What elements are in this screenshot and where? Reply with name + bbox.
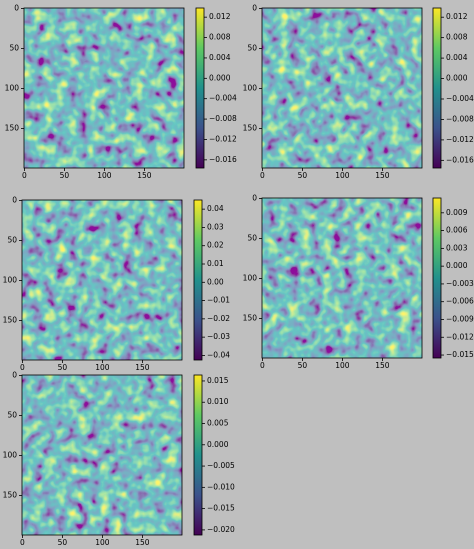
y-tick-label: 100 — [243, 83, 258, 92]
colorbar-tick-label: 0.000 — [446, 261, 468, 270]
colorbar-tick-label: −0.012 — [446, 332, 474, 341]
image — [22, 200, 182, 360]
colorbar — [195, 7, 205, 169]
colorbar-tick-label: −0.006 — [446, 297, 474, 306]
colorbar-tick-label: −0.012 — [209, 134, 237, 143]
colorbar-tick-label: −0.004 — [446, 94, 474, 103]
y-tick-label: 0 — [252, 3, 257, 12]
y-tick-label: 50 — [247, 43, 257, 52]
colorbar — [432, 197, 442, 359]
image — [22, 375, 182, 535]
y-tick-label: 0 — [12, 195, 17, 204]
x-tick-label: 150 — [135, 538, 150, 547]
y-tick-label: 100 — [3, 275, 18, 284]
colorbar-tick-label: −0.015 — [207, 504, 235, 513]
colorbar-tick-label: 0.03 — [207, 222, 224, 231]
colorbar-tick-label: −0.04 — [207, 350, 230, 359]
colorbar — [193, 374, 203, 536]
colorbar — [432, 7, 442, 169]
y-tick-label: 0 — [14, 3, 19, 12]
colorbar-tick-label: 0.000 — [209, 73, 231, 82]
x-tick-label: 100 — [95, 538, 110, 547]
colorbar-tick-label: 0.012 — [446, 12, 468, 21]
image — [24, 8, 184, 168]
y-tick-label: 0 — [252, 193, 257, 202]
colorbar-tick-label: −0.004 — [209, 94, 237, 103]
x-tick-label: 50 — [58, 363, 68, 372]
colorbar-tick-label: −0.008 — [446, 114, 474, 123]
y-tick-label: 50 — [9, 43, 19, 52]
y-tick-label: 150 — [3, 315, 18, 324]
y-tick-label: 150 — [243, 313, 258, 322]
image — [262, 8, 422, 168]
colorbar-tick-label: 0.005 — [207, 419, 229, 428]
y-tick-label: 50 — [7, 410, 17, 419]
colorbar-tick-label: 0.010 — [207, 397, 229, 406]
y-tick-label: 100 — [5, 83, 20, 92]
image — [262, 198, 422, 358]
colorbar-tick-label: −0.012 — [446, 135, 474, 144]
colorbar-tick-label: 0.04 — [207, 204, 224, 213]
colorbar-tick-label: 0.008 — [446, 33, 468, 42]
x-tick-label: 100 — [95, 363, 110, 372]
colorbar-tick-label: 0.004 — [446, 53, 468, 62]
colorbar-tick-label: 0.02 — [207, 241, 224, 250]
colorbar-tick-label: −0.015 — [446, 350, 474, 359]
colorbar-tick-label: −0.010 — [207, 482, 235, 491]
x-tick-label: 150 — [137, 171, 152, 180]
x-tick-label: 0 — [20, 538, 25, 547]
x-tick-label: 100 — [335, 171, 350, 180]
colorbar-tick-label: 0.00 — [207, 277, 224, 286]
colorbar-tick-label: 0.012 — [209, 12, 231, 21]
colorbar-tick-label: −0.008 — [209, 114, 237, 123]
colorbar-tick-label: −0.005 — [207, 461, 235, 470]
colorbar-tick-label: 0.009 — [446, 208, 468, 217]
y-tick-label: 50 — [247, 233, 257, 242]
y-tick-label: 150 — [243, 123, 258, 132]
colorbar-tick-label: 0.01 — [207, 259, 224, 268]
x-tick-label: 0 — [22, 171, 27, 180]
y-tick-label: 50 — [7, 235, 17, 244]
y-tick-label: 150 — [5, 123, 20, 132]
colorbar-tick-label: −0.03 — [207, 332, 230, 341]
x-tick-label: 50 — [298, 171, 308, 180]
x-tick-label: 50 — [60, 171, 70, 180]
x-tick-label: 0 — [20, 363, 25, 372]
x-tick-label: 150 — [375, 361, 390, 370]
y-tick-label: 100 — [243, 273, 258, 282]
colorbar-tick-label: 0.015 — [207, 376, 229, 385]
colorbar-tick-label: −0.016 — [209, 155, 237, 164]
x-tick-label: 0 — [260, 171, 265, 180]
x-tick-label: 50 — [58, 538, 68, 547]
x-tick-label: 150 — [375, 171, 390, 180]
x-tick-label: 100 — [335, 361, 350, 370]
colorbar-tick-label: 0.000 — [446, 74, 468, 83]
colorbar-tick-label: −0.016 — [446, 155, 474, 164]
colorbar-tick-label: −0.01 — [207, 296, 230, 305]
colorbar-tick-label: −0.003 — [446, 279, 474, 288]
y-tick-label: 150 — [3, 490, 18, 499]
x-tick-label: 0 — [260, 361, 265, 370]
x-tick-label: 150 — [135, 363, 150, 372]
colorbar-tick-label: −0.02 — [207, 314, 230, 323]
x-tick-label: 50 — [298, 361, 308, 370]
colorbar-tick-label: 0.003 — [446, 243, 468, 252]
x-tick-label: 100 — [97, 171, 112, 180]
colorbar-tick-label: −0.009 — [446, 314, 474, 323]
colorbar-tick-label: 0.000 — [207, 440, 229, 449]
colorbar-tick-label: 0.004 — [209, 53, 231, 62]
y-tick-label: 0 — [12, 370, 17, 379]
colorbar-tick-label: 0.008 — [209, 33, 231, 42]
colorbar-tick-label: 0.006 — [446, 226, 468, 235]
colorbar-tick-label: −0.020 — [207, 525, 235, 534]
colorbar — [193, 199, 203, 361]
y-tick-label: 100 — [3, 450, 18, 459]
